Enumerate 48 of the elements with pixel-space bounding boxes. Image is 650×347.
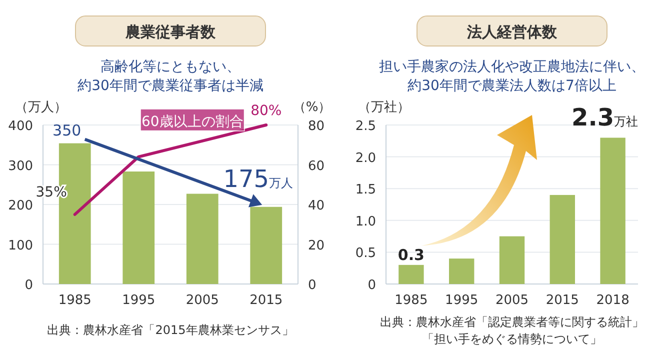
x-tick-label: 1995 (445, 293, 478, 308)
y2-axis-title: （%） (292, 100, 332, 115)
y2-tick-label: 0 (308, 278, 316, 293)
y-tick-label: 400 (8, 119, 33, 134)
x-tick-label: 2015 (546, 293, 579, 308)
annotation: 175万人 (223, 164, 294, 193)
chart-subtitle: 高齢化等にともない、約30年間で農業従事者は半減 (78, 59, 264, 94)
y2-tick-label: 80 (308, 119, 325, 134)
bar (122, 172, 155, 284)
y2-tick-label: 40 (308, 198, 325, 214)
bar (600, 138, 626, 284)
y-axis-title: （万人） (15, 100, 67, 115)
source-note: 出典：農林水産省「2015年農林業センサス」 (47, 323, 294, 337)
chart-subtitle: 担い手農家の法人化や改正農地法に伴い、約30年間で農業法人数は7倍以上 (379, 59, 645, 94)
y-tick-label: 100 (8, 238, 33, 254)
bar (499, 236, 525, 284)
x-tick-label: 2015 (250, 293, 283, 308)
x-tick-label: 2005 (495, 293, 529, 308)
bar (550, 194, 575, 284)
x-tick-label: 1985 (394, 293, 428, 308)
x-tick-label: 2005 (186, 293, 219, 308)
y-tick-label: 0.5 (355, 246, 376, 262)
y-tick-label: 0 (368, 278, 376, 293)
y-tick-label: 1.5 (355, 182, 376, 198)
x-tick-label: 2018 (596, 293, 630, 308)
y-tick-label: 300 (8, 158, 33, 174)
bar (186, 194, 218, 284)
bar (398, 264, 424, 284)
bar (250, 206, 282, 284)
data-label: 2.3万社 (572, 104, 638, 132)
source-note: 出典：農林水産省「認定農業者等に関する統計」「担い手をめぐる情勢について」 (380, 315, 644, 346)
series-label: 60歳以上の割合 (141, 114, 244, 130)
y-tick-label: 2.5 (355, 119, 376, 134)
y-tick-label: 200 (8, 198, 33, 214)
y2-tick-label: 60 (308, 158, 325, 174)
bar (449, 258, 474, 284)
data-label: 80% (250, 103, 282, 119)
y-axis-title: （万社） (358, 100, 410, 115)
chart-title: 農業従事者数 (124, 23, 216, 41)
x-tick-label: 1985 (58, 293, 92, 308)
chart-title: 法人経営体数 (466, 23, 558, 41)
data-label: 0.3 (398, 246, 424, 264)
y-tick-label: 0 (24, 278, 33, 293)
y2-tick-label: 20 (308, 238, 325, 254)
annotation: 350 (52, 121, 82, 140)
x-tick-label: 1995 (122, 293, 156, 308)
y-tick-label: 1.0 (355, 214, 376, 230)
y-tick-label: 2.0 (355, 150, 376, 166)
